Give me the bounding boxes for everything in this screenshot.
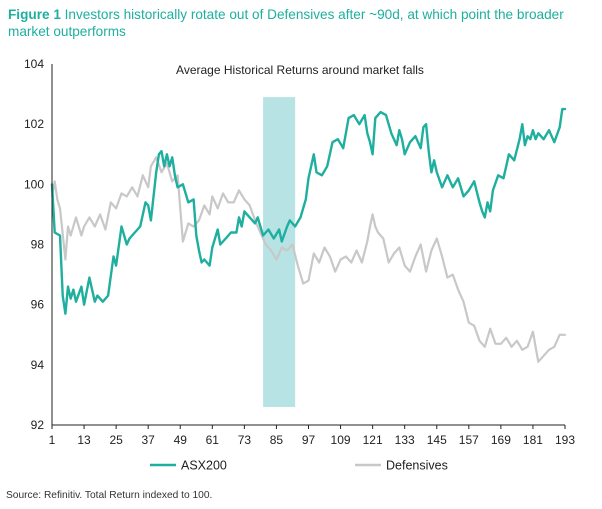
y-tick-label: 98 <box>31 238 45 252</box>
x-tick-label: 49 <box>174 433 188 447</box>
x-tick-label: 133 <box>395 433 415 447</box>
y-tick-label: 102 <box>24 117 44 131</box>
legend-label-defensives: Defensives <box>386 459 448 473</box>
y-tick-label: 104 <box>24 57 44 71</box>
y-tick-label: 96 <box>31 298 45 312</box>
y-tick-label: 100 <box>24 177 44 191</box>
x-tick-label: 97 <box>302 433 316 447</box>
x-tick-label: 25 <box>109 433 123 447</box>
x-tick-label: 193 <box>555 433 575 447</box>
x-tick-label: 85 <box>270 433 284 447</box>
x-tick-label: 37 <box>142 433 156 447</box>
series-line-defensives <box>50 156 567 363</box>
x-tick-label: 73 <box>238 433 252 447</box>
x-tick-label: 181 <box>523 433 543 447</box>
x-tick-label: 169 <box>491 433 511 447</box>
x-tick-label: 109 <box>331 433 351 447</box>
series-line-asx200 <box>50 107 567 315</box>
x-tick-label: 145 <box>427 433 447 447</box>
source-note: Source: Refinitiv. Total Return indexed … <box>6 490 213 501</box>
x-tick-label: 61 <box>206 433 220 447</box>
y-tick-label: 94 <box>31 358 45 372</box>
figure-caption: Figure 1 Investors historically rotate o… <box>8 6 594 40</box>
x-tick-label: 157 <box>459 433 479 447</box>
figure-caption-text: Investors historically rotate out of Def… <box>8 7 564 39</box>
x-tick-label: 121 <box>363 433 383 447</box>
legend-label-asx200: ASX200 <box>181 459 227 473</box>
x-tick-label: 1 <box>49 433 56 447</box>
x-tick-label: 13 <box>77 433 91 447</box>
y-tick-label: 92 <box>31 418 45 432</box>
chart-title: Average Historical Returns around market… <box>176 63 424 77</box>
figure-number: Figure 1 <box>8 7 61 22</box>
